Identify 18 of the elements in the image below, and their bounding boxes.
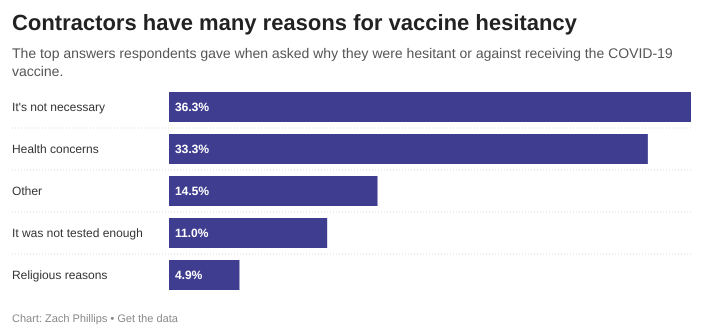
bar — [169, 260, 240, 290]
text: Chart: Zach Phillips • Get the data — [12, 313, 179, 325]
chart-subtitle: The top answers respondents gave when asked why they were hesitant or against receiving the COVID-19 vaccine. — [12, 45, 673, 79]
y-tick-label: Health concerns — [12, 142, 99, 156]
chart-title: Contractors have many reasons for vaccine hesitancy — [12, 10, 578, 35]
y-tick-label: It's not necessary — [12, 100, 105, 114]
data-label: 36.3% — [175, 100, 210, 114]
bar — [169, 92, 691, 122]
y-tick-label: Other — [12, 184, 42, 198]
bar — [169, 176, 378, 206]
data-label: 14.5% — [175, 184, 210, 198]
y-tick-label: Religious reasons — [12, 268, 108, 282]
bar — [169, 218, 328, 248]
y-tick-label: It was not tested enough — [12, 226, 143, 240]
data-label: 4.9% — [175, 268, 203, 282]
data-label: 11.0% — [175, 226, 209, 240]
bar — [169, 134, 648, 164]
data-label: 33.3% — [175, 142, 210, 156]
